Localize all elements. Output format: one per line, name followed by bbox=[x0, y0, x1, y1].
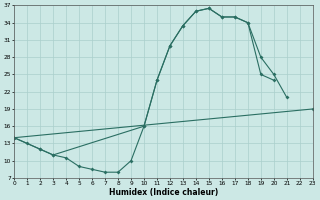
X-axis label: Humidex (Indice chaleur): Humidex (Indice chaleur) bbox=[109, 188, 218, 197]
